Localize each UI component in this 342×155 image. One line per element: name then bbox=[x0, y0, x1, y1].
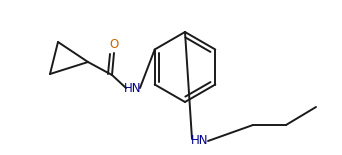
Text: HN: HN bbox=[191, 135, 209, 148]
Text: HN: HN bbox=[124, 82, 142, 95]
Text: O: O bbox=[109, 38, 119, 51]
